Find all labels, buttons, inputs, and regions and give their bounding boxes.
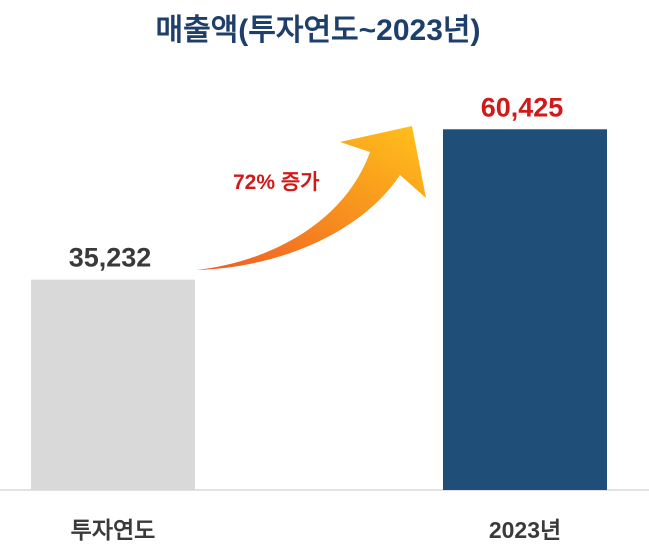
growth-annotation: 72% 증가 (233, 171, 320, 194)
category-label-2: 2023년 (489, 517, 561, 543)
bar-value-label-1: 35,232 (69, 243, 152, 273)
chart-title: 매출액(투자연도~2023년) (155, 14, 480, 47)
bar-2 (443, 129, 607, 490)
growth-arrow (196, 126, 426, 270)
category-label-1: 투자연도 (71, 517, 156, 543)
bar-1 (31, 279, 195, 490)
bar-value-label-2: 60,425 (481, 92, 564, 122)
